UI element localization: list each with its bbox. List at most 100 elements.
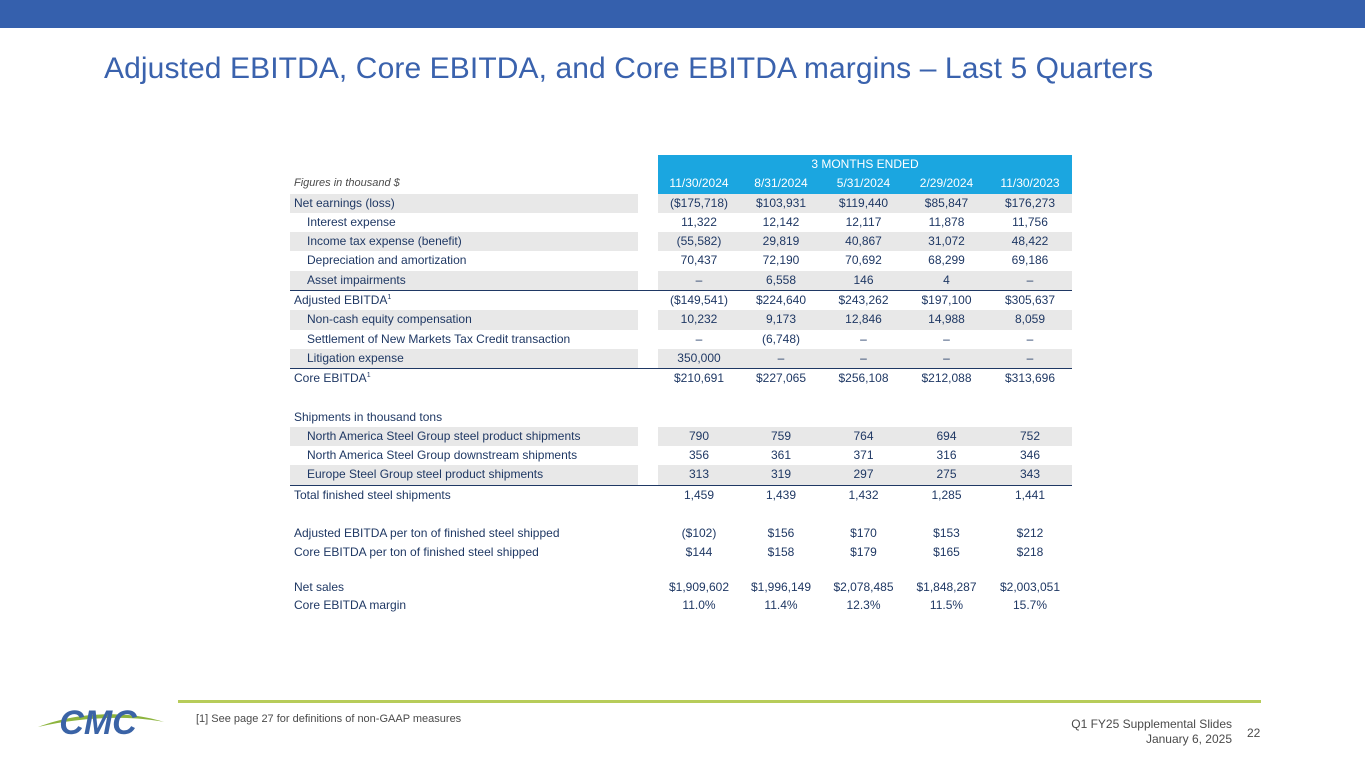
table-cell: 12,846 bbox=[822, 310, 905, 330]
row-label: Net earnings (loss) bbox=[290, 193, 638, 213]
row-label: Interest expense bbox=[290, 213, 638, 232]
table-cell: 40,867 bbox=[822, 232, 905, 252]
table-cell: 343 bbox=[988, 465, 1072, 485]
row-label: Depreciation and amortization bbox=[290, 251, 638, 270]
table-cell: 11.5% bbox=[929, 597, 964, 612]
row-label-text: Core EBITDA bbox=[294, 371, 367, 386]
row-label-text: Core EBITDA margin bbox=[294, 597, 407, 612]
table-cell: 8,059 bbox=[988, 310, 1072, 330]
table-cell: 14,988 bbox=[905, 310, 988, 330]
table-row: Depreciation and amortization 70,437 72,19… bbox=[290, 251, 1072, 270]
table-cell: 759 bbox=[740, 426, 822, 447]
table-row: North America Steel Group steel product … bbox=[290, 426, 1072, 447]
table-cell: $1,909,602 bbox=[668, 579, 730, 594]
row-label-text: Income tax expense (benefit) bbox=[307, 234, 462, 249]
table-cell: 11,878 bbox=[928, 214, 965, 229]
table-cell: $170 bbox=[850, 526, 877, 541]
table-cell: 31,072 bbox=[905, 232, 988, 252]
table-header-label: Figures in thousand $ bbox=[294, 177, 400, 190]
ebitda-table: 3 MONTHS ENDED Figures in thousand $ 11/… bbox=[290, 155, 1072, 613]
table-cell: 4 bbox=[905, 270, 988, 291]
deck-date: January 6, 2025 bbox=[1145, 732, 1232, 746]
table-cell: 68,299 bbox=[928, 253, 965, 268]
row-label-text: Depreciation and amortization bbox=[307, 253, 467, 268]
row-label-text: North America Steel Group steel product … bbox=[307, 428, 581, 443]
row-label-text: Net earnings (loss) bbox=[294, 195, 395, 210]
row-label: North America Steel Group downstream shi… bbox=[290, 446, 638, 465]
table-cell: 694 bbox=[905, 426, 988, 447]
table-cell: $1,848,287 bbox=[916, 579, 977, 594]
table-cell: 275 bbox=[905, 465, 988, 485]
table-cell: 316 bbox=[936, 448, 957, 463]
table-row: Core EBITDA per ton of finished steel sh… bbox=[290, 543, 1072, 562]
footnote-marker: 1 bbox=[366, 372, 371, 380]
row-label-text: Non-cash equity compensation bbox=[307, 312, 472, 327]
logo-text: CMC bbox=[59, 704, 137, 740]
row-label-text: Interest expense bbox=[307, 214, 396, 229]
table-row: Total finished steel shipments 1,459 1,439… bbox=[290, 484, 1072, 505]
table-cell: 1,459 bbox=[683, 487, 715, 502]
table-cell: 11.0% bbox=[682, 597, 716, 612]
table-cell: 11,322 bbox=[681, 214, 717, 229]
row-label: Settlement of New Markets Tax Credit tra… bbox=[290, 330, 638, 349]
row-label: Adjusted EBITDA1 bbox=[290, 291, 638, 310]
column-header: 8/31/2024 bbox=[740, 174, 822, 194]
table-row: Net earnings (loss) ($175,718) $103,931 $11… bbox=[290, 193, 1072, 213]
row-label-text: Total finished steel shipments bbox=[294, 487, 451, 502]
table-cell: – bbox=[695, 331, 703, 346]
table-cell: 72,190 bbox=[762, 253, 800, 268]
table-cell: 356 bbox=[688, 448, 710, 463]
table-cell: $2,003,051 bbox=[999, 579, 1061, 594]
table-cell: 10,232 bbox=[658, 310, 740, 330]
table-cell: ($149,541) bbox=[669, 293, 729, 308]
table-row: Europe Steel Group steel product shipmen… bbox=[290, 465, 1072, 485]
row-label-text: Europe Steel Group steel product shipmen… bbox=[307, 467, 544, 482]
table-row: Adjusted EBITDA per ton of finished stee… bbox=[290, 524, 1072, 543]
table-cell: $1,996,149 bbox=[750, 579, 812, 594]
table-cell: $210,691 bbox=[673, 371, 725, 386]
table-cell: $212 bbox=[1016, 526, 1044, 541]
table-cell: (55,582) bbox=[658, 232, 740, 252]
table-cell: – bbox=[860, 331, 867, 346]
row-label-text: North America Steel Group downstream shi… bbox=[307, 448, 578, 463]
row-label-text: Core EBITDA per ton of finished steel sh… bbox=[294, 545, 539, 560]
table-cell: 752 bbox=[988, 426, 1072, 447]
table-row: Asset impairments –6,558 146 4– bbox=[290, 270, 1072, 291]
table-cell: 11.4% bbox=[764, 597, 798, 612]
footnote-marker: 1 bbox=[387, 294, 392, 302]
row-label-text: Litigation expense bbox=[307, 350, 404, 365]
row-label: North America Steel Group steel product … bbox=[290, 426, 638, 447]
table-row: Shipments in thousand tons bbox=[290, 408, 1072, 427]
table-row: North America Steel Group downstream shi… bbox=[290, 446, 1072, 465]
table-cell: $119,440 bbox=[822, 193, 905, 213]
table-cell: 319 bbox=[740, 465, 822, 485]
table-cell: $313,696 bbox=[1004, 371, 1056, 386]
table-cell: – bbox=[943, 331, 950, 346]
table-cell: 1,432 bbox=[848, 487, 879, 502]
table-cell: 48,422 bbox=[988, 232, 1072, 252]
row-label-text: Adjusted EBITDA bbox=[294, 293, 388, 308]
table-row: Income tax expense (benefit) (55,582) 29,8… bbox=[290, 232, 1072, 252]
table-cell: 1,439 bbox=[765, 487, 797, 502]
table-cell: 790 bbox=[658, 426, 740, 447]
table-cell: – bbox=[822, 348, 905, 369]
row-label-text: Net sales bbox=[294, 579, 345, 594]
table-cell: $305,637 bbox=[1004, 293, 1056, 308]
table-cell: (6,748) bbox=[761, 331, 801, 346]
table-row: Litigation expense 350,000– – – – bbox=[290, 348, 1072, 369]
row-label-text: Asset impairments bbox=[307, 272, 406, 287]
table-header-row: Figures in thousand $ 11/30/2024 8/31/20… bbox=[290, 174, 1072, 194]
table-cell: 12,117 bbox=[845, 214, 882, 229]
row-label: Litigation expense bbox=[290, 348, 638, 369]
column-header: 11/30/2023 bbox=[988, 174, 1072, 194]
table-cell: $224,640 bbox=[755, 293, 807, 308]
table-cell: ($102) bbox=[681, 526, 717, 541]
table-cell: 12,142 bbox=[762, 214, 800, 229]
table-row: Net sales $1,909,602 $1,996,149 $2,078,485 $… bbox=[290, 578, 1072, 597]
table-cell: – bbox=[1026, 331, 1034, 346]
cmc-logo: CMC bbox=[36, 700, 166, 742]
table-row: Core EBITDA margin 11.0% 11.4% 12.3% 11.5% 15… bbox=[290, 597, 1072, 613]
row-label: Core EBITDA1 bbox=[290, 369, 638, 388]
table-cell: – bbox=[988, 270, 1072, 291]
table-cell: $158 bbox=[767, 545, 795, 560]
